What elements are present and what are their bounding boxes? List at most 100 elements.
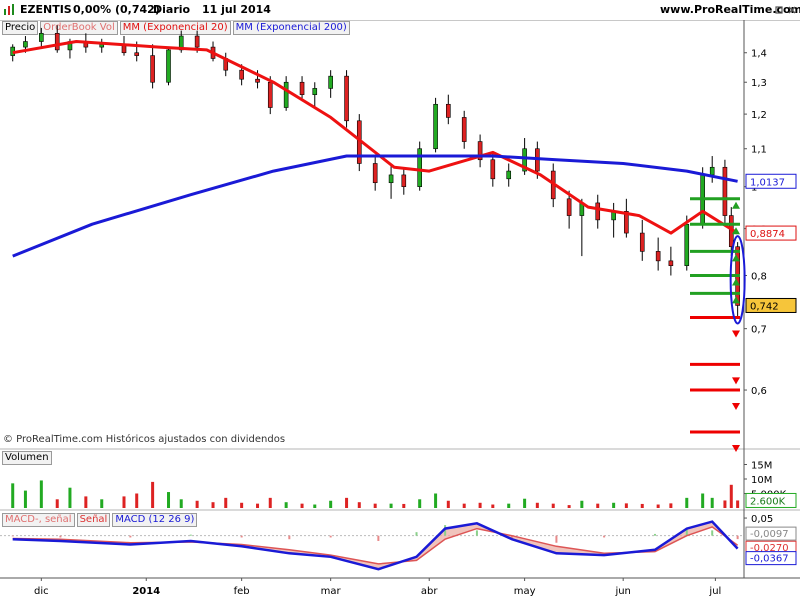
down-arrow-icon bbox=[732, 403, 740, 411]
x-tick-label: feb bbox=[234, 586, 250, 597]
candle-body bbox=[166, 49, 171, 83]
macd-y-tick-label: 0,05 bbox=[751, 514, 773, 525]
candle-body bbox=[194, 35, 200, 48]
volume-bar bbox=[478, 502, 482, 508]
legend-orderbook[interactable]: OrderBook Vol bbox=[40, 21, 118, 35]
macd-histogram-bar bbox=[444, 525, 447, 536]
volume-bar bbox=[567, 505, 571, 508]
volume-bar bbox=[640, 503, 644, 508]
volume-bar bbox=[357, 502, 361, 508]
x-tick-label: 2014 bbox=[132, 586, 160, 597]
current-price-tag-box bbox=[745, 297, 797, 313]
candle-body bbox=[433, 103, 438, 150]
legend-ema200[interactable]: MM (Exponencial 200) bbox=[232, 21, 350, 35]
volume-bar bbox=[122, 496, 126, 508]
candle bbox=[684, 215, 690, 271]
macd-price-tag: -0,0270 bbox=[750, 543, 789, 554]
candle-body bbox=[388, 174, 394, 184]
indicator-legend: Precio OrderBook Vol MM (Exponencial 20) MM… bbox=[2, 21, 352, 35]
close-icon[interactable] bbox=[787, 5, 797, 15]
footnote: © ProRealTime.com Históricos ajustados c… bbox=[3, 434, 286, 445]
candle bbox=[490, 152, 496, 187]
macd-histogram-bar bbox=[685, 528, 688, 536]
macd-line bbox=[12, 520, 739, 571]
candle-body bbox=[299, 81, 305, 95]
volume-bar bbox=[701, 493, 705, 508]
candle-body bbox=[490, 159, 496, 180]
candle bbox=[223, 52, 229, 77]
volume-bar bbox=[736, 500, 740, 508]
volume-bar bbox=[523, 498, 527, 508]
candle-body bbox=[477, 141, 483, 161]
volume-bar bbox=[195, 500, 199, 508]
candle-body bbox=[709, 166, 715, 176]
site-label: www.ProRealTime.com bbox=[660, 3, 800, 16]
candle-body bbox=[684, 223, 690, 266]
up-arrow-icon bbox=[732, 254, 740, 262]
candle bbox=[655, 237, 661, 271]
candle bbox=[39, 27, 44, 48]
volume-bar bbox=[418, 499, 422, 508]
legend-ema20[interactable]: MM (Exponencial 20) bbox=[119, 21, 231, 35]
macd-price-tag-box bbox=[745, 526, 797, 541]
volume-bar bbox=[729, 484, 733, 508]
legend-price[interactable]: Precio bbox=[2, 21, 39, 35]
macd-price-tag-box bbox=[745, 551, 797, 566]
macd-histogram-bar bbox=[59, 535, 62, 538]
candle bbox=[401, 167, 407, 195]
candle-body bbox=[566, 198, 572, 216]
candle-body bbox=[595, 202, 601, 221]
x-tick-label: may bbox=[514, 586, 536, 597]
volume-bar bbox=[284, 502, 288, 508]
candle-body bbox=[522, 148, 527, 172]
candle-body bbox=[655, 251, 661, 262]
price-y-tick-label: 1,1 bbox=[751, 145, 767, 156]
candle bbox=[611, 202, 616, 238]
macd-histogram-bar bbox=[653, 533, 656, 536]
date-label: 11 jul 2014 bbox=[202, 3, 271, 16]
volume-bar bbox=[151, 481, 155, 508]
down-arrow-icon bbox=[732, 377, 740, 385]
volume-bar bbox=[491, 504, 495, 508]
volume-bar bbox=[100, 499, 104, 508]
candle bbox=[299, 76, 305, 102]
volume-bar bbox=[329, 500, 333, 508]
macd-histogram-bar bbox=[415, 532, 418, 536]
candle-body bbox=[446, 103, 451, 118]
x-tick-label: jun bbox=[614, 586, 630, 597]
volume-bar bbox=[211, 502, 215, 508]
volume-bar bbox=[551, 503, 555, 508]
x-tick-label: jul bbox=[708, 586, 721, 597]
volume-bar bbox=[135, 493, 139, 508]
macd-histogram-bar bbox=[377, 535, 380, 541]
x-tick-label: mar bbox=[321, 586, 342, 597]
candle bbox=[372, 156, 378, 191]
volume-bar bbox=[268, 497, 272, 508]
volume-bar bbox=[179, 499, 183, 508]
candle-body bbox=[267, 81, 273, 108]
candle-body bbox=[372, 163, 378, 184]
macd-label-b[interactable]: Señal bbox=[76, 513, 111, 527]
up-arrow-icon bbox=[732, 278, 740, 286]
ema20-price-tag-box bbox=[745, 225, 797, 241]
x-tick-label: abr bbox=[421, 586, 438, 597]
macd-label-a[interactable]: MACD-, señal bbox=[2, 513, 75, 527]
macd-fill-area bbox=[12, 521, 738, 570]
down-arrow-icon bbox=[732, 330, 740, 338]
settings-icon[interactable] bbox=[774, 5, 784, 15]
candle bbox=[668, 246, 674, 276]
candle bbox=[595, 194, 601, 229]
period-label: Diario bbox=[153, 3, 191, 16]
volume-bar bbox=[723, 500, 727, 508]
volume-label[interactable]: Volumen bbox=[2, 451, 52, 465]
macd-label-c[interactable]: MACD (12 26 9) bbox=[112, 513, 198, 527]
macd-histogram-bar bbox=[329, 535, 332, 538]
volume-price-tag: 2.600K bbox=[750, 496, 786, 507]
candle-body bbox=[401, 174, 407, 187]
candle bbox=[579, 198, 585, 257]
candle bbox=[328, 70, 333, 98]
volume-bar bbox=[434, 493, 438, 508]
x-tick-label: dic bbox=[34, 586, 49, 597]
volume-bar bbox=[373, 503, 377, 508]
volume-bar bbox=[669, 503, 673, 508]
